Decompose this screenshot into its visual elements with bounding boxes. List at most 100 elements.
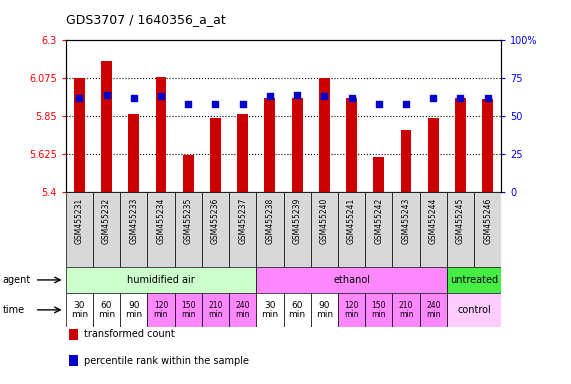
Point — [75, 95, 84, 101]
Text: GSM455245: GSM455245 — [456, 198, 465, 244]
Point — [401, 101, 411, 107]
Bar — [319, 78, 330, 192]
Bar — [66, 293, 93, 327]
Text: GSM455237: GSM455237 — [238, 198, 247, 244]
Text: 240
min: 240 min — [426, 301, 440, 319]
Bar — [256, 192, 284, 267]
Text: 60
min: 60 min — [98, 301, 115, 319]
Bar — [373, 157, 384, 192]
Bar — [101, 61, 112, 192]
Point — [211, 101, 220, 107]
Bar — [93, 293, 120, 327]
Bar — [147, 293, 175, 327]
Text: GSM455240: GSM455240 — [320, 198, 329, 244]
Bar — [74, 78, 85, 192]
Text: GSM455246: GSM455246 — [483, 198, 492, 244]
Text: 30
min: 30 min — [262, 301, 279, 319]
Bar — [428, 118, 439, 192]
Bar — [264, 98, 275, 192]
Text: 150
min: 150 min — [372, 301, 386, 319]
Bar — [66, 267, 256, 293]
Text: ethanol: ethanol — [333, 275, 370, 285]
Point — [238, 101, 247, 107]
Bar — [237, 114, 248, 192]
Bar — [292, 98, 303, 192]
Point — [102, 92, 111, 98]
Text: 30
min: 30 min — [71, 301, 88, 319]
Bar — [69, 329, 78, 340]
Text: GSM455241: GSM455241 — [347, 198, 356, 244]
Bar — [447, 293, 501, 327]
Bar — [420, 192, 447, 267]
Bar — [66, 192, 93, 267]
Text: control: control — [457, 305, 491, 315]
Point — [347, 95, 356, 101]
Bar — [147, 192, 175, 267]
Bar — [311, 192, 338, 267]
Point — [483, 95, 492, 101]
Text: GSM455232: GSM455232 — [102, 198, 111, 244]
Bar — [210, 118, 221, 192]
Text: GSM455242: GSM455242 — [375, 198, 383, 244]
Text: GSM455235: GSM455235 — [184, 198, 192, 244]
Text: untreated: untreated — [450, 275, 498, 285]
Bar — [447, 192, 474, 267]
Text: GSM455233: GSM455233 — [129, 198, 138, 244]
Bar — [365, 192, 392, 267]
Text: 240
min: 240 min — [235, 301, 250, 319]
Text: GSM455238: GSM455238 — [266, 198, 275, 244]
Bar — [284, 192, 311, 267]
Bar — [175, 192, 202, 267]
Bar — [311, 293, 338, 327]
Text: time: time — [3, 305, 25, 315]
Bar — [183, 155, 194, 192]
Text: transformed count: transformed count — [84, 329, 175, 339]
Point — [129, 95, 138, 101]
Bar — [392, 293, 420, 327]
Bar — [202, 192, 229, 267]
Bar — [338, 192, 365, 267]
Bar — [474, 192, 501, 267]
Text: 90
min: 90 min — [316, 301, 333, 319]
Point — [266, 93, 275, 99]
Text: GSM455231: GSM455231 — [75, 198, 84, 244]
Text: 90
min: 90 min — [125, 301, 142, 319]
Text: GSM455243: GSM455243 — [401, 198, 411, 244]
Point — [456, 95, 465, 101]
Text: humidified air: humidified air — [127, 275, 195, 285]
Bar — [155, 76, 166, 192]
Bar — [284, 293, 311, 327]
Bar — [346, 98, 357, 192]
Bar — [420, 293, 447, 327]
Text: 210
min: 210 min — [208, 301, 223, 319]
Text: 120
min: 120 min — [154, 301, 168, 319]
Bar — [338, 293, 365, 327]
Bar — [128, 114, 139, 192]
Bar — [256, 293, 284, 327]
Text: percentile rank within the sample: percentile rank within the sample — [84, 356, 249, 366]
Bar — [175, 293, 202, 327]
Text: agent: agent — [3, 275, 31, 285]
Text: GSM455244: GSM455244 — [429, 198, 438, 244]
Text: 60
min: 60 min — [288, 301, 305, 319]
Text: 120
min: 120 min — [344, 301, 359, 319]
Point — [374, 101, 383, 107]
Point — [156, 93, 166, 99]
Bar — [93, 192, 120, 267]
Text: 150
min: 150 min — [181, 301, 195, 319]
Point — [320, 93, 329, 99]
Bar — [401, 130, 412, 192]
Bar — [447, 267, 501, 293]
Bar — [365, 293, 392, 327]
Bar — [392, 192, 420, 267]
Point — [429, 95, 438, 101]
Text: GSM455239: GSM455239 — [292, 198, 301, 244]
Point — [184, 101, 193, 107]
Text: 210
min: 210 min — [399, 301, 413, 319]
Bar — [229, 192, 256, 267]
Text: GDS3707 / 1640356_a_at: GDS3707 / 1640356_a_at — [66, 13, 226, 26]
Bar — [69, 355, 78, 366]
Text: GSM455234: GSM455234 — [156, 198, 166, 244]
Bar — [455, 98, 466, 192]
Text: GSM455236: GSM455236 — [211, 198, 220, 244]
